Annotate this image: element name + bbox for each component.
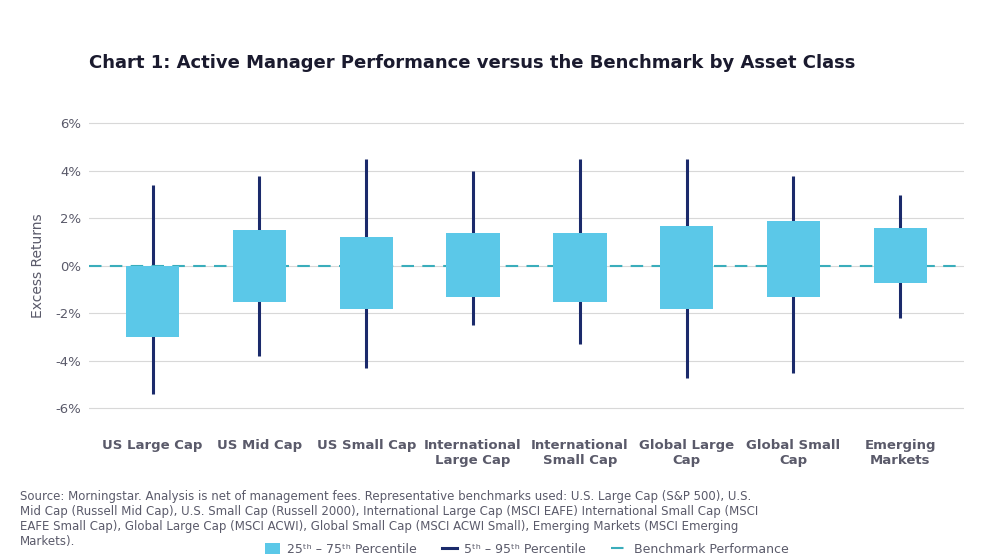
Bar: [447, 233, 500, 297]
Bar: [553, 233, 606, 301]
Bar: [339, 238, 393, 309]
Bar: [233, 230, 286, 301]
Bar: [660, 225, 713, 309]
Bar: [126, 266, 179, 337]
Text: Source: Morningstar. Analysis is net of management fees. Representative benchmar: Source: Morningstar. Analysis is net of …: [20, 490, 758, 548]
Legend: 25ᵗʰ – 75ᵗʰ Percentile, 5ᵗʰ – 95ᵗʰ Percentile, Benchmark Performance: 25ᵗʰ – 75ᵗʰ Percentile, 5ᵗʰ – 95ᵗʰ Perce…: [260, 538, 793, 554]
Y-axis label: Excess Returns: Excess Returns: [31, 214, 44, 318]
Bar: [874, 228, 927, 283]
Text: Chart 1: Active Manager Performance versus the Benchmark by Asset Class: Chart 1: Active Manager Performance vers…: [89, 54, 855, 72]
Bar: [767, 221, 820, 297]
